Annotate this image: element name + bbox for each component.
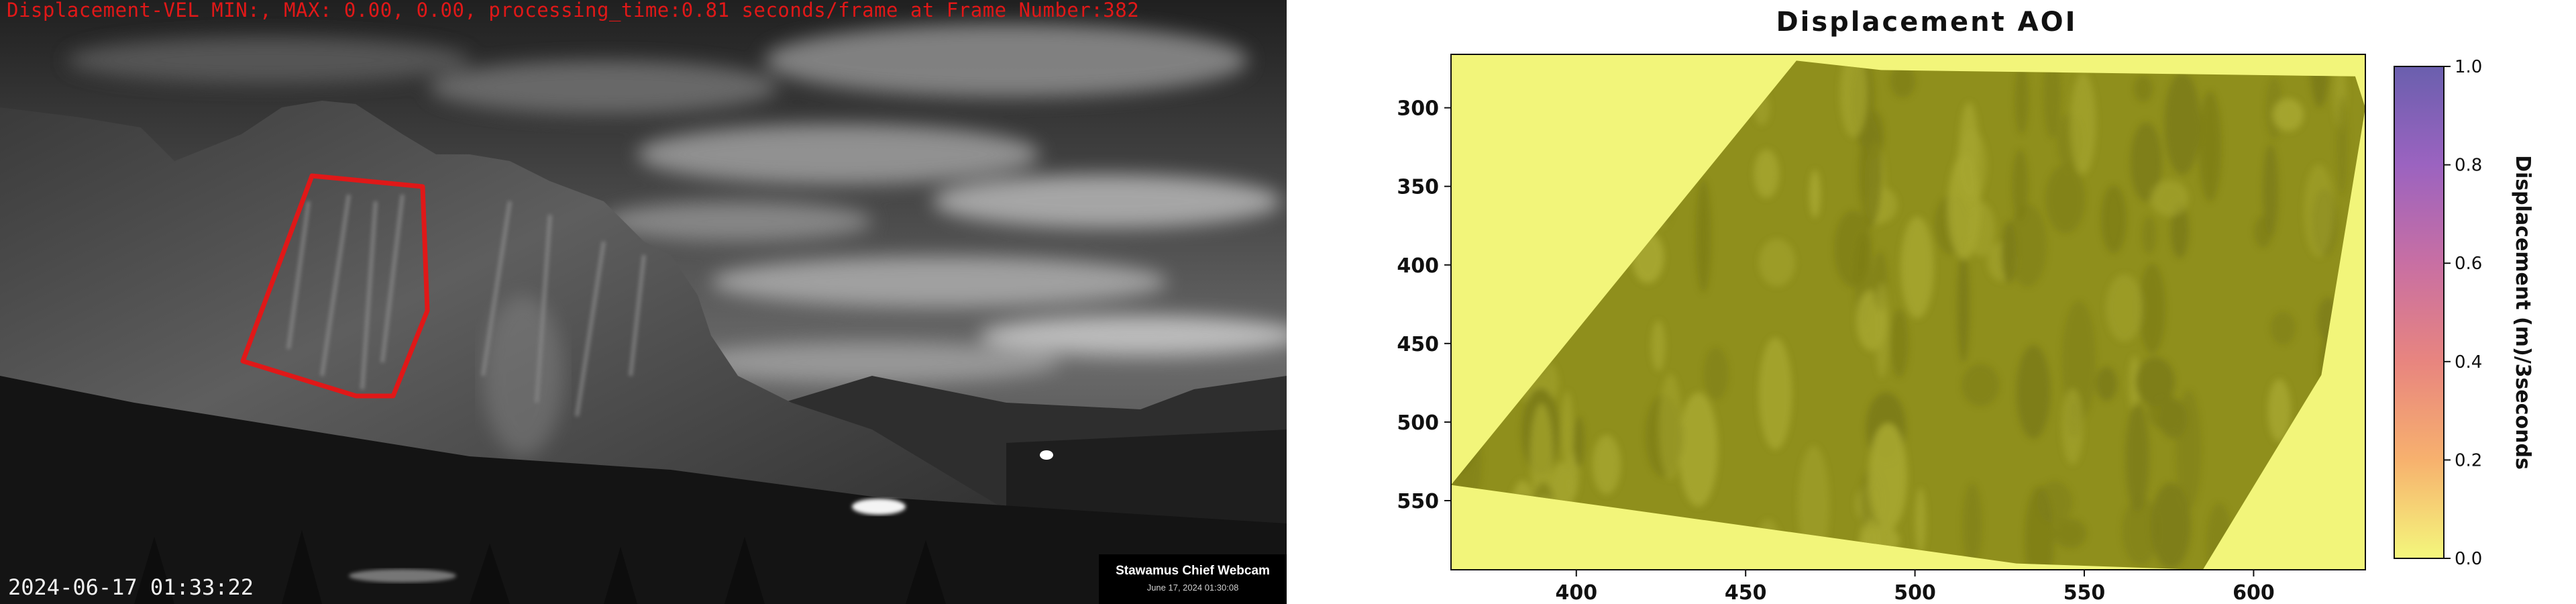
x-tick-label: 550 xyxy=(2063,581,2106,604)
y-tick-label: 300 xyxy=(1397,97,1439,121)
region-texture-patch xyxy=(1960,102,1979,195)
y-axis: 300 350 400 450 500 550 xyxy=(1397,97,1451,513)
colorbar-tick-label: 0.2 xyxy=(2455,450,2482,470)
colorbar-tick-label: 0.0 xyxy=(2455,549,2482,569)
region-texture-patch xyxy=(2176,390,2201,509)
overlay-status-text: Displacement-VEL MIN:, MAX: 0.00, 0.00, … xyxy=(7,0,1139,21)
region-texture-patch xyxy=(1754,150,1779,198)
region-texture-patch xyxy=(2017,345,2051,439)
region-texture-patch xyxy=(2008,204,2047,287)
webcam-credit: Stawamus Chief Webcam June 17, 2024 01:3… xyxy=(1099,554,1287,604)
region-texture-patch xyxy=(2337,95,2348,197)
colorbar-tick-label: 0.4 xyxy=(2455,352,2482,372)
colorbar-axis: 0.0 0.2 0.4 0.6 0.8 1.0 xyxy=(2444,57,2482,569)
region-texture-patch xyxy=(1869,423,1907,530)
region-texture-patch xyxy=(1962,364,2000,406)
region-texture-patch xyxy=(1962,483,1982,568)
region-texture-patch xyxy=(2106,274,2143,342)
region-texture-patch xyxy=(2165,72,2200,174)
region-texture-patch xyxy=(1759,239,1795,286)
frame-timestamp: 2024-06-17 01:33:22 xyxy=(8,574,254,600)
region-texture-patch xyxy=(2142,216,2156,254)
y-tick-label: 350 xyxy=(1397,176,1439,199)
region-texture-patch xyxy=(2123,497,2159,565)
region-texture-patch xyxy=(1900,217,1934,318)
x-tick-label: 500 xyxy=(1894,581,1936,604)
region-texture-patch xyxy=(2254,216,2272,248)
y-tick-label: 450 xyxy=(1397,333,1439,356)
webcam-image xyxy=(0,0,1287,604)
x-tick-label: 600 xyxy=(2233,581,2275,604)
region-texture-patch xyxy=(1759,338,1792,450)
region-texture-patch xyxy=(1859,118,1882,228)
region-texture-patch xyxy=(2096,366,2117,401)
region-texture-patch xyxy=(2304,164,2334,258)
region-texture-patch xyxy=(1678,393,1718,507)
y-tick-label: 500 xyxy=(1397,411,1439,435)
colorbar-label: Displacement (m)/3seconds xyxy=(2511,155,2534,470)
region-texture-patch xyxy=(2271,311,2296,344)
displacement-plot: Displacement AOI 400 450 500 550 600 300 350 4… xyxy=(1287,0,2576,604)
region-texture-patch xyxy=(1659,374,1681,480)
displacement-plot-panel: Displacement AOI 400 450 500 550 600 300 350 4… xyxy=(1287,0,2576,604)
webcam-credit-date: June 17, 2024 01:30:08 xyxy=(1099,583,1287,593)
region-texture-patch xyxy=(2273,99,2304,131)
region-texture-patch xyxy=(2062,389,2083,464)
region-texture-patch xyxy=(2134,75,2153,102)
region-texture-patch xyxy=(1890,309,1909,378)
region-texture-patch xyxy=(1968,203,1995,257)
colorbar xyxy=(2394,66,2444,558)
region-texture-patch xyxy=(1915,488,1926,554)
webcam-frame: Displacement-VEL MIN:, MAX: 0.00, 0.00, … xyxy=(0,0,1287,604)
region-texture-patch xyxy=(2015,63,2029,135)
region-texture-patch xyxy=(1957,248,1970,362)
colorbar-tick-label: 0.6 xyxy=(2455,254,2482,274)
webcam-credit-title: Stawamus Chief Webcam xyxy=(1099,564,1287,578)
region-texture-patch xyxy=(2070,72,2096,174)
region-texture-patch xyxy=(1809,170,1820,218)
x-tick-label: 400 xyxy=(1555,581,1597,604)
colorbar-tick-label: 1.0 xyxy=(2455,57,2482,77)
region-texture-patch xyxy=(2151,181,2188,217)
x-tick-label: 450 xyxy=(1725,581,1767,604)
region-texture-patch xyxy=(2012,149,2029,221)
region-texture-patch xyxy=(1875,283,1888,379)
region-texture-patch xyxy=(2053,519,2086,548)
x-axis: 400 450 500 550 600 xyxy=(1555,570,2274,604)
region-texture-patch xyxy=(1651,321,1665,371)
region-texture-patch xyxy=(2198,91,2221,201)
region-texture-patch xyxy=(1573,416,1585,467)
region-texture-patch xyxy=(1696,179,1711,293)
y-tick-label: 400 xyxy=(1397,254,1439,278)
region-texture-patch xyxy=(2025,486,2054,591)
colorbar-tick-label: 0.8 xyxy=(2455,156,2482,176)
region-texture-patch xyxy=(2125,403,2149,513)
plot-title: Displacement AOI xyxy=(1776,7,2077,38)
y-tick-label: 550 xyxy=(1397,490,1439,513)
region-texture-patch xyxy=(2045,164,2085,233)
region-texture-patch xyxy=(2101,185,2127,254)
region-texture-patch xyxy=(1865,519,1878,547)
region-texture-patch xyxy=(2135,357,2174,406)
region-texture-patch xyxy=(1703,347,1728,400)
region-texture-patch xyxy=(2139,263,2165,354)
region-texture-patch xyxy=(1593,435,1621,494)
